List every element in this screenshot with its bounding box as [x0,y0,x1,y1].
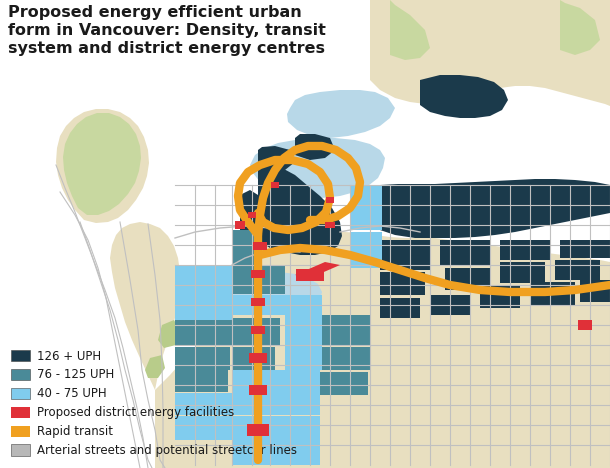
Bar [175,295,232,320]
Bar [320,372,368,395]
Bar [232,318,280,345]
Bar [235,221,245,229]
Bar [380,298,420,318]
Polygon shape [63,113,141,215]
Polygon shape [232,272,322,315]
Bar [253,242,267,250]
Polygon shape [145,355,165,378]
Bar [380,272,425,295]
Bar [430,295,470,315]
Text: Proposed energy efficient urban
form in Vancouver: Density, transit
system and d: Proposed energy efficient urban form in … [8,5,326,56]
Bar [232,370,320,395]
Bar [247,424,269,436]
Bar [232,265,285,294]
Bar [325,222,335,228]
Bar [232,295,322,315]
Bar [232,347,275,370]
Bar [271,182,279,188]
Polygon shape [250,138,385,198]
Bar [175,393,320,415]
Polygon shape [420,75,508,118]
Polygon shape [110,222,180,390]
Polygon shape [287,90,395,138]
Bar [480,285,520,308]
Bar [175,370,228,392]
Bar [175,416,320,440]
Polygon shape [295,134,335,160]
Bar [175,265,232,295]
Bar [175,320,232,345]
Bar [175,347,230,370]
Bar [320,347,370,370]
Bar [350,185,382,230]
Bar [350,232,382,268]
Bar [232,440,320,465]
Bar [326,197,334,203]
Polygon shape [560,0,600,55]
Polygon shape [158,320,180,348]
Polygon shape [56,109,149,223]
Bar [249,353,267,363]
Polygon shape [380,179,610,238]
Bar [560,240,610,258]
Bar [530,282,575,305]
Bar [580,280,610,302]
Bar [251,298,265,306]
Bar [500,262,545,283]
Bar [249,385,267,395]
Bar [445,268,490,290]
Bar [296,269,324,281]
Polygon shape [155,232,610,468]
Polygon shape [295,262,340,278]
Bar [555,260,600,280]
Bar [251,326,265,334]
Bar [251,270,265,278]
Legend: 126 + UPH, 76 - 125 UPH, 40 - 75 UPH, Proposed district energy facilities, Rapid: 126 + UPH, 76 - 125 UPH, 40 - 75 UPH, Pr… [11,350,297,457]
Polygon shape [370,0,610,106]
Bar [232,230,260,265]
Bar [248,212,256,218]
Bar [578,320,592,330]
Bar [320,315,370,345]
Polygon shape [258,146,295,170]
Bar [440,240,490,265]
Polygon shape [240,190,258,235]
Polygon shape [258,163,342,255]
Polygon shape [390,0,430,60]
Bar [380,240,430,270]
Bar [285,295,322,370]
Bar [500,240,550,260]
